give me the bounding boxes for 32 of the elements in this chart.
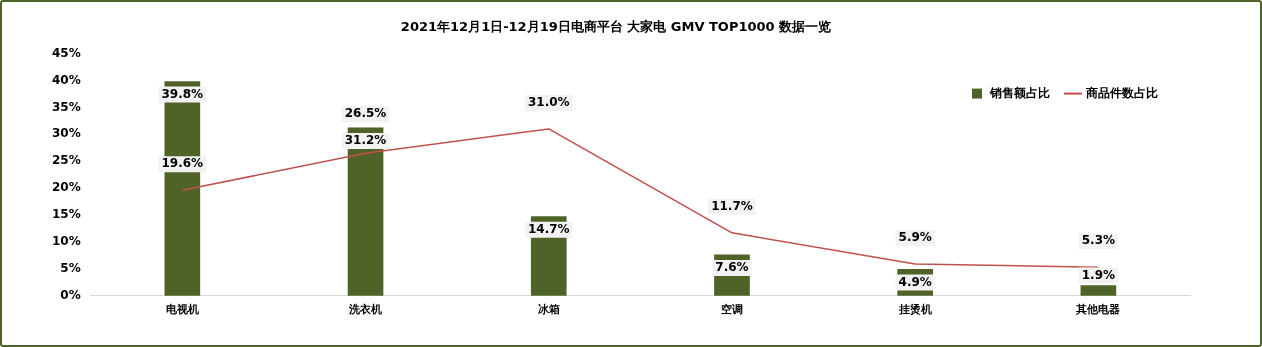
data-label: 39.8%	[161, 86, 204, 101]
x-tick-label: 空调	[720, 303, 743, 317]
x-tick-label: 电视机	[165, 303, 199, 317]
legend-label: 销售额占比	[989, 85, 1050, 100]
y-tick-label: 25%	[51, 153, 81, 168]
y-tick-label: 15%	[51, 207, 81, 222]
y-tick-label: 35%	[51, 99, 81, 114]
y-tick-label: 10%	[51, 234, 81, 249]
x-tick-label: 洗衣机	[348, 303, 383, 317]
x-tick-label: 冰箱	[537, 303, 560, 317]
data-label: 4.9%	[898, 274, 932, 289]
y-tick-label: 45%	[51, 45, 81, 60]
data-label: 31.2%	[344, 133, 387, 147]
y-tick-label: 5%	[60, 261, 81, 276]
data-label: 19.6%	[161, 156, 204, 171]
data-label: 5.9%	[898, 230, 932, 245]
data-label: 5.3%	[1081, 233, 1116, 248]
y-tick-label: 0%	[60, 287, 81, 302]
x-tick-label: 挂烫机	[897, 303, 932, 317]
data-label: 14.7%	[527, 221, 570, 236]
bar	[1080, 285, 1117, 296]
y-tick-label: 40%	[51, 72, 81, 87]
data-label: 11.7%	[711, 198, 753, 213]
data-label: 7.6%	[715, 260, 749, 275]
y-tick-label: 20%	[51, 180, 81, 195]
y-tick-label: 30%	[51, 126, 81, 141]
data-label: 1.9%	[1081, 267, 1116, 282]
chart-title: 2021年12月1日-12月19日电商平台 大家电 GMV TOP1000 数据一览	[400, 19, 832, 35]
data-label: 31.0%	[527, 95, 570, 110]
data-label: 26.5%	[344, 106, 387, 120]
x-tick-label: 其他电器	[1075, 303, 1121, 317]
legend-label: 商品件数占比	[1085, 85, 1158, 100]
